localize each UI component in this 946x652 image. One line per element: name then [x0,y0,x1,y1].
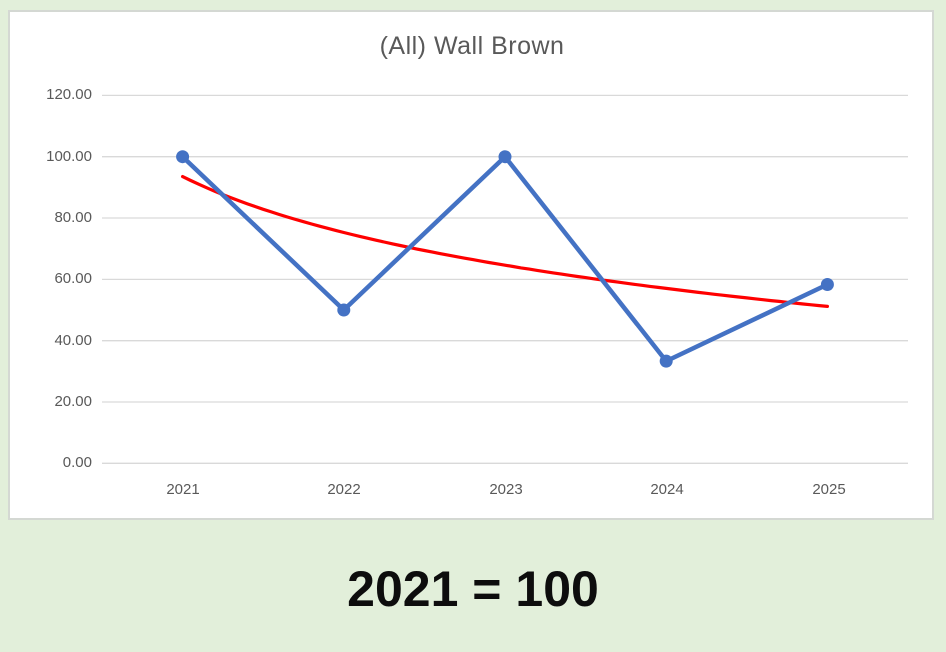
y-axis-tick-label: 40.00 [54,332,92,349]
x-axis-tick-label: 2023 [489,481,523,498]
y-axis-tick-label: 100.00 [46,148,92,165]
data-point-marker [498,150,512,164]
x-axis-tick-label: 2025 [812,481,846,498]
data-point-marker [820,278,834,291]
data-point-marker [659,354,673,368]
footnote-text: 2021 = 100 [347,561,599,617]
y-axis-tick-label: 120.00 [46,86,92,103]
x-axis-tick-label: 2024 [650,481,684,498]
chart-title: (All) Wall Brown [379,32,565,60]
data-point-marker [337,303,351,317]
trendline [181,175,829,308]
x-axis-tick-label: 2021 [166,481,200,498]
x-axis-tick-label: 2022 [327,481,361,498]
y-axis-tick-label: 20.00 [54,393,92,410]
y-axis-tick-label: 60.00 [54,270,92,287]
y-axis-tick-label: 0.00 [62,454,92,471]
data-point-marker [176,150,190,164]
series-line [180,154,830,364]
y-axis-tick-label: 80.00 [54,209,92,226]
